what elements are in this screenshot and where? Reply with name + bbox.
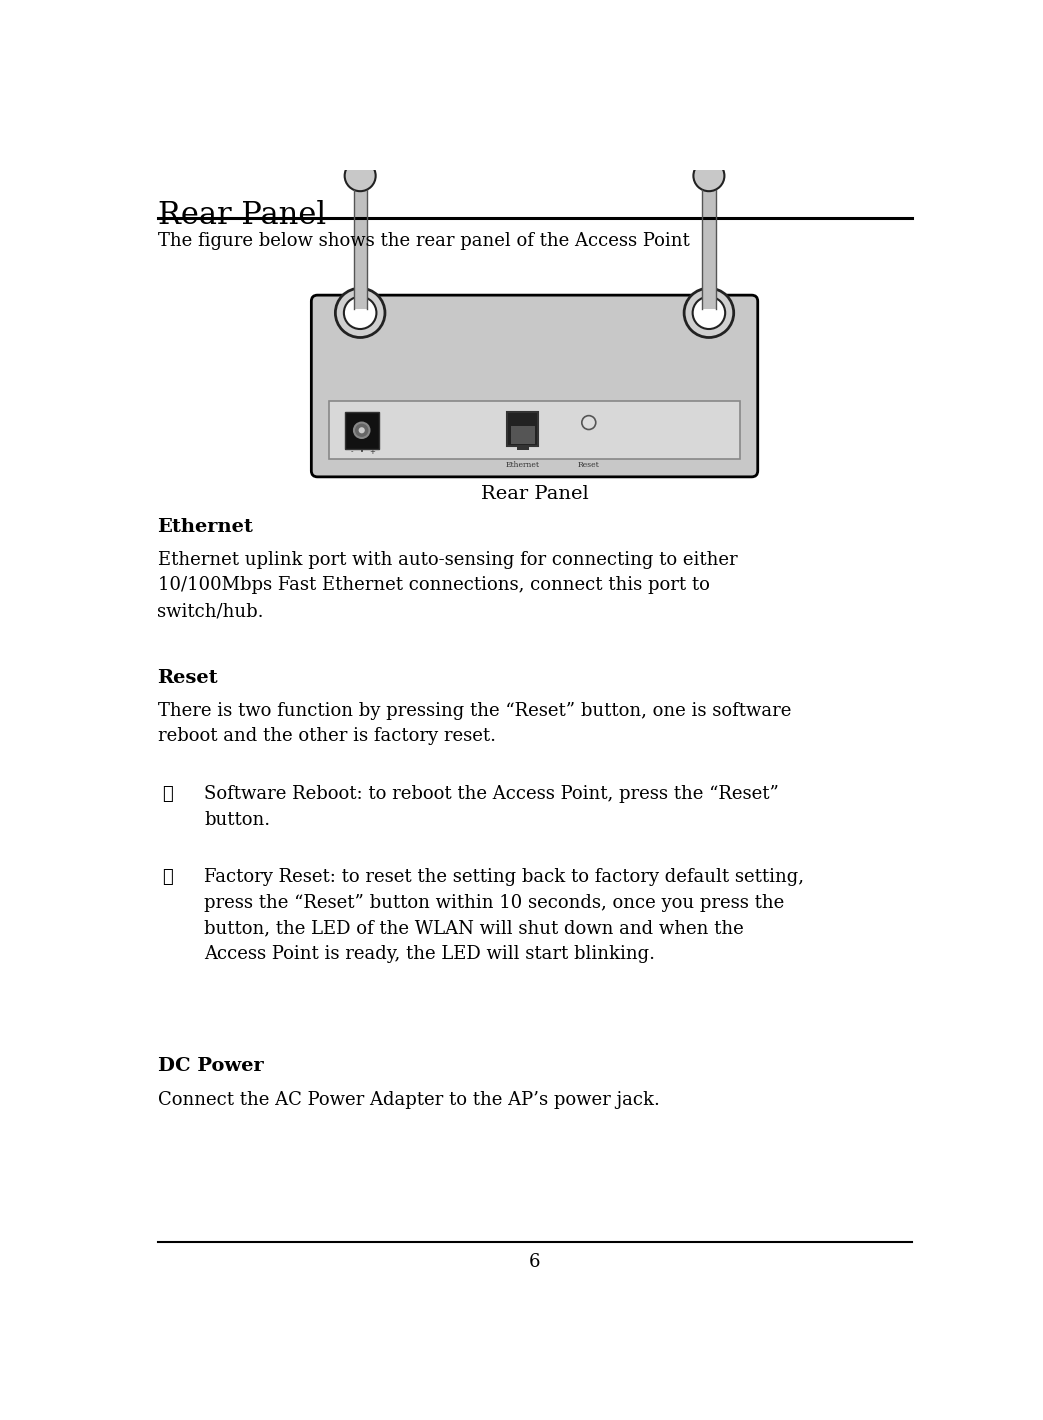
Circle shape [684, 288, 733, 338]
Text: Reset: Reset [578, 460, 600, 469]
Circle shape [359, 427, 365, 433]
FancyBboxPatch shape [312, 295, 757, 477]
Bar [344, 412, 379, 449]
Text: +: + [369, 449, 374, 454]
Text: Ethernet: Ethernet [506, 460, 540, 469]
Text: -: - [350, 449, 353, 454]
Text: Rear Panel: Rear Panel [157, 200, 325, 230]
Text: Factory Reset: to reset the setting back to factory default setting,
press the “: Factory Reset: to reset the setting back… [204, 868, 804, 963]
Bar [354, 190, 367, 310]
Text: ✓: ✓ [163, 868, 173, 886]
Circle shape [344, 297, 377, 329]
Text: Ethernet uplink port with auto-sensing for connecting to either
10/100Mbps Fast : Ethernet uplink port with auto-sensing f… [157, 551, 737, 621]
Circle shape [694, 160, 725, 192]
Circle shape [693, 297, 725, 329]
Bar [510, 426, 535, 444]
Text: Rear Panel: Rear Panel [481, 484, 588, 503]
Circle shape [336, 288, 385, 338]
Text: Connect the AC Power Adapter to the AP’s power jack.: Connect the AC Power Adapter to the AP’s… [157, 1091, 659, 1109]
Circle shape [354, 423, 369, 437]
Bar [330, 402, 739, 459]
Text: Ethernet: Ethernet [157, 518, 253, 537]
Circle shape [344, 160, 375, 192]
Text: •: • [360, 449, 364, 454]
Text: ✓: ✓ [163, 785, 173, 802]
Text: The figure below shows the rear panel of the Access Point: The figure below shows the rear panel of… [157, 231, 689, 250]
Bar [507, 412, 538, 446]
Text: 6: 6 [529, 1252, 540, 1271]
Text: DC Power: DC Power [157, 1056, 263, 1075]
Circle shape [582, 416, 596, 429]
Bar [702, 190, 715, 310]
Text: Reset: Reset [157, 669, 218, 687]
Text: There is two function by pressing the “Reset” button, one is software
reboot and: There is two function by pressing the “R… [157, 701, 791, 746]
Text: Software Reboot: to reboot the Access Point, press the “Reset”
button.: Software Reboot: to reboot the Access Po… [204, 785, 779, 828]
Bar [516, 444, 529, 450]
